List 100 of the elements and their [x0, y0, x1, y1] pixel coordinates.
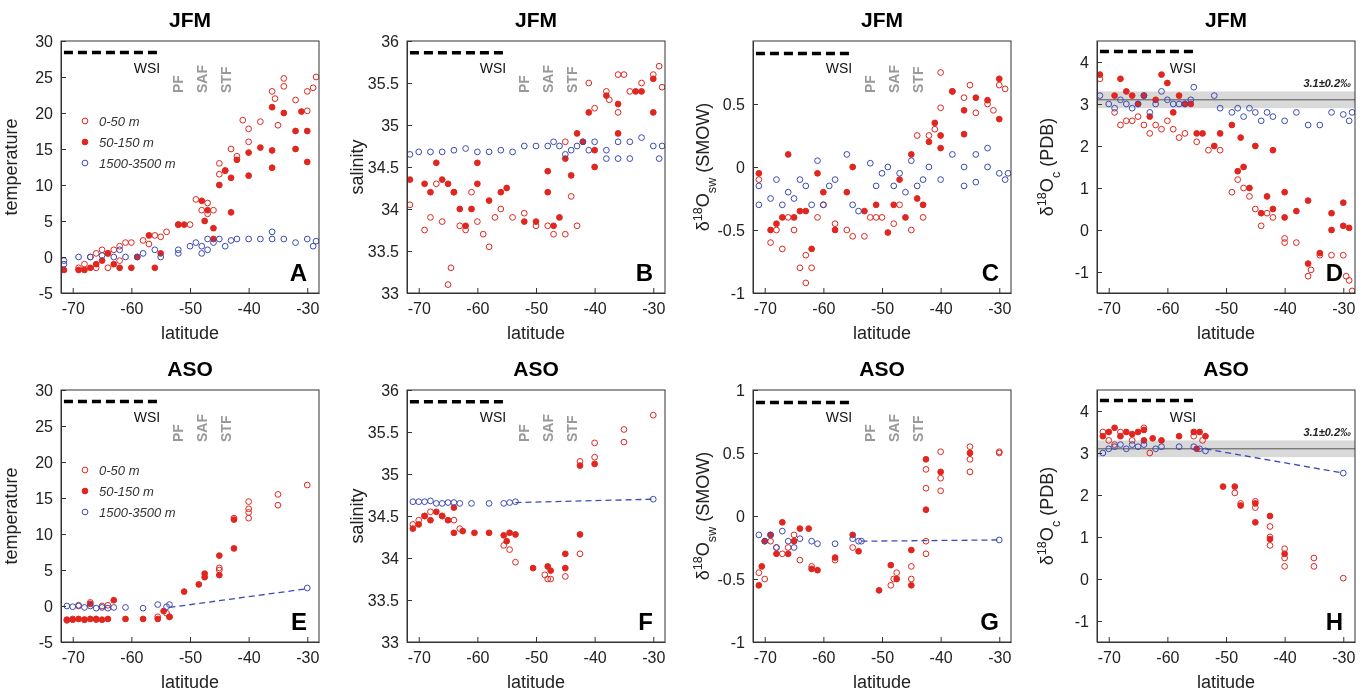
x-tick-label: -70	[407, 649, 431, 667]
y-tick-label: 5	[44, 561, 54, 579]
x-tick-label: -40	[929, 300, 953, 318]
y-tick-label: 34	[381, 200, 400, 218]
y-tick-label: 10	[35, 525, 54, 543]
y-tick-label: 3	[1080, 95, 1090, 113]
x-tick-label: -50	[524, 649, 549, 667]
annotation: STF	[910, 415, 926, 442]
annotation: WSI	[825, 60, 853, 76]
band-label: 3.1±0.2‰	[1303, 426, 1351, 439]
y-tick-label: 30	[35, 381, 54, 399]
x-tick-label: -40	[237, 649, 261, 667]
y-tick-label: 4	[1080, 53, 1090, 71]
x-axis-title: latitude	[506, 323, 566, 343]
x-tick-label: -70	[407, 300, 431, 318]
y-tick-label: 0	[1080, 570, 1090, 588]
annotation: PF	[170, 74, 186, 93]
annotation: SAF	[886, 64, 902, 93]
y-tick-label: 10	[35, 176, 54, 194]
y-tick-label: 33.5	[367, 591, 400, 609]
x-tick-label: -70	[61, 649, 85, 667]
band-label: 3.1±0.2‰	[1303, 77, 1351, 90]
annotation: A	[289, 259, 307, 286]
chart-title: JFM	[169, 8, 211, 31]
x-tick-label: -60	[1156, 649, 1180, 667]
x-tick-label: -60	[466, 649, 490, 667]
x-tick-label: -60	[120, 649, 144, 667]
x-axis-title: latitude	[160, 323, 220, 343]
x-tick-label: -40	[1273, 300, 1297, 318]
y-axis-title: temperature	[1, 467, 21, 565]
y-tick-label: 33	[381, 633, 400, 651]
x-tick-label: -60	[120, 300, 144, 318]
annotation: B	[635, 259, 653, 286]
y-tick-label: 1	[1080, 179, 1090, 197]
y-tick-label: -5	[38, 284, 54, 302]
x-tick-label: -30	[1332, 300, 1356, 318]
y-tick-label: 0	[736, 158, 746, 176]
annotation: PF	[862, 423, 878, 442]
annotation: STF	[564, 66, 580, 93]
y-tick-label: 1	[736, 381, 746, 399]
annotation: PF	[516, 74, 532, 93]
chart-title: ASO	[513, 357, 559, 380]
legend-label: 0-50 m	[99, 463, 140, 478]
y-tick-label: 36	[381, 32, 400, 50]
x-tick-label: -60	[466, 300, 490, 318]
x-axis-title: latitude	[506, 672, 566, 692]
x-axis-title: latitude	[1196, 672, 1256, 692]
y-tick-label: 34	[381, 549, 400, 567]
x-axis-title: latitude	[852, 672, 912, 692]
x-tick-label: -70	[61, 300, 85, 318]
y-tick-label: -0.5	[717, 221, 746, 239]
y-tick-label: 5	[44, 212, 54, 230]
annotation: STF	[218, 66, 234, 93]
x-tick-label: -40	[1273, 649, 1297, 667]
x-tick-label: -30	[988, 649, 1012, 667]
y-tick-label: 15	[35, 489, 54, 507]
legend-label: 1500-3500 m	[99, 505, 176, 520]
x-tick-label: -70	[753, 649, 777, 667]
x-axis-title: latitude	[160, 672, 220, 692]
y-tick-label: 34.5	[367, 158, 400, 176]
y-tick-label: 0	[736, 507, 746, 525]
y-tick-label: 20	[35, 104, 54, 122]
x-tick-label: -50	[178, 300, 203, 318]
x-axis-title: latitude	[852, 323, 912, 343]
annotation: WSI	[133, 60, 161, 76]
x-tick-label: -40	[929, 649, 953, 667]
y-tick-label: 30	[35, 32, 54, 50]
y-tick-label: 35	[381, 116, 400, 134]
x-tick-label: -40	[583, 649, 607, 667]
y-tick-label: 34.5	[367, 507, 400, 525]
x-tick-label: -50	[1214, 300, 1239, 318]
y-tick-label: -1	[1074, 263, 1090, 281]
chart-title: JFM	[515, 8, 557, 31]
annotation: PF	[170, 423, 186, 442]
x-tick-label: -70	[753, 300, 777, 318]
legend-label: 50-150 m	[99, 484, 155, 499]
x-tick-label: -50	[870, 300, 895, 318]
y-tick-label: 0.5	[722, 95, 746, 113]
annotation: SAF	[540, 64, 556, 93]
annotation: PF	[516, 423, 532, 442]
annotation: C	[981, 259, 999, 286]
annotation: WSI	[1169, 409, 1197, 425]
y-tick-label: 20	[35, 453, 54, 471]
annotation: WSI	[1169, 60, 1197, 76]
annotation: D	[1325, 259, 1343, 286]
y-tick-label: 0.5	[722, 444, 746, 462]
annotation: STF	[910, 66, 926, 93]
y-tick-label: -5	[38, 633, 54, 651]
y-tick-label: 36	[381, 381, 400, 399]
x-tick-label: -30	[296, 649, 320, 667]
annotation: H	[1325, 608, 1343, 635]
annotation: F	[638, 608, 653, 635]
y-tick-label: 15	[35, 140, 54, 158]
y-tick-label: 25	[35, 68, 54, 86]
y-tick-label: 3	[1080, 444, 1090, 462]
annotation: E	[290, 608, 307, 635]
annotation: WSI	[479, 60, 507, 76]
x-tick-label: -30	[988, 300, 1012, 318]
chart-title: ASO	[1203, 357, 1249, 380]
annotation: SAF	[194, 413, 210, 442]
